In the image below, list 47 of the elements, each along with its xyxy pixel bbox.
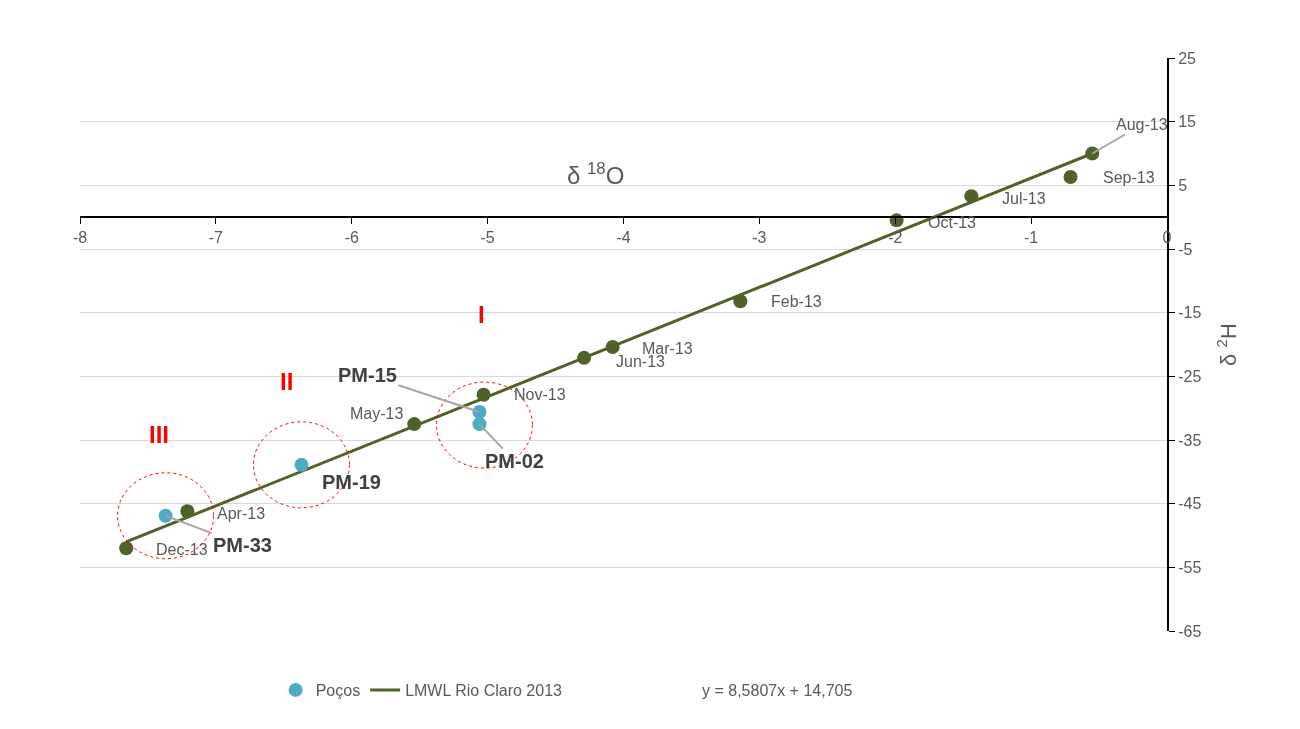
annotation: Sep-13: [1103, 169, 1155, 186]
x-tick-label: -4: [616, 229, 631, 247]
point: [577, 350, 592, 365]
text: y = 8,5807x + 14,705: [702, 682, 853, 699]
annotation: Apr-13: [217, 505, 266, 522]
y-tick-label: 5: [1178, 176, 1188, 194]
point: [964, 189, 979, 204]
y-tick-label: -45: [1178, 495, 1202, 513]
annotation: Nov-13: [514, 386, 566, 403]
y-tick-label: 25: [1178, 49, 1197, 67]
y-tick-label: 15: [1178, 113, 1197, 131]
point: [119, 541, 134, 556]
annotation: Aug-13: [1116, 116, 1168, 133]
annotation: III: [149, 421, 170, 448]
legend-label: LMWL Rio Claro 2013: [405, 682, 563, 700]
point: [407, 417, 422, 432]
y-tick-label: -65: [1178, 622, 1202, 640]
y-tick-label: -55: [1178, 558, 1202, 576]
annotation: I: [478, 301, 485, 328]
x-axis-title: δ $^{18}$O: [567, 159, 625, 190]
point: [733, 294, 748, 309]
x-tick-label: -2: [888, 229, 903, 247]
annotation: PM-15: [338, 364, 397, 386]
y-tick-label: -25: [1178, 367, 1202, 385]
annotation: PM-02: [485, 450, 544, 472]
y-tick-label: -15: [1178, 304, 1202, 322]
point: [605, 340, 620, 355]
x-tick-label: -3: [752, 229, 767, 247]
annotation: PM-33: [213, 534, 272, 556]
annotation: May-13: [350, 405, 404, 422]
x-tick-label: -6: [344, 229, 359, 247]
point: [1063, 170, 1078, 185]
annotation: Jul-13: [1002, 190, 1046, 207]
y-tick-label: -5: [1178, 240, 1193, 258]
annotation: PM-19: [322, 471, 381, 493]
annotation: Feb-13: [771, 293, 822, 310]
point: [476, 387, 491, 402]
legend-label: Poços: [315, 682, 361, 700]
x-tick-label: -7: [208, 229, 224, 247]
y-tick-label: -35: [1178, 431, 1202, 449]
point: [180, 504, 195, 519]
annotation: II: [280, 368, 294, 395]
x-tick-label: -8: [72, 229, 88, 247]
x-tick-label: -5: [480, 229, 495, 247]
annotation: Oct-13: [928, 214, 977, 231]
x-tick-label: -1: [1024, 229, 1039, 247]
annotation: Dec-13: [156, 541, 208, 558]
